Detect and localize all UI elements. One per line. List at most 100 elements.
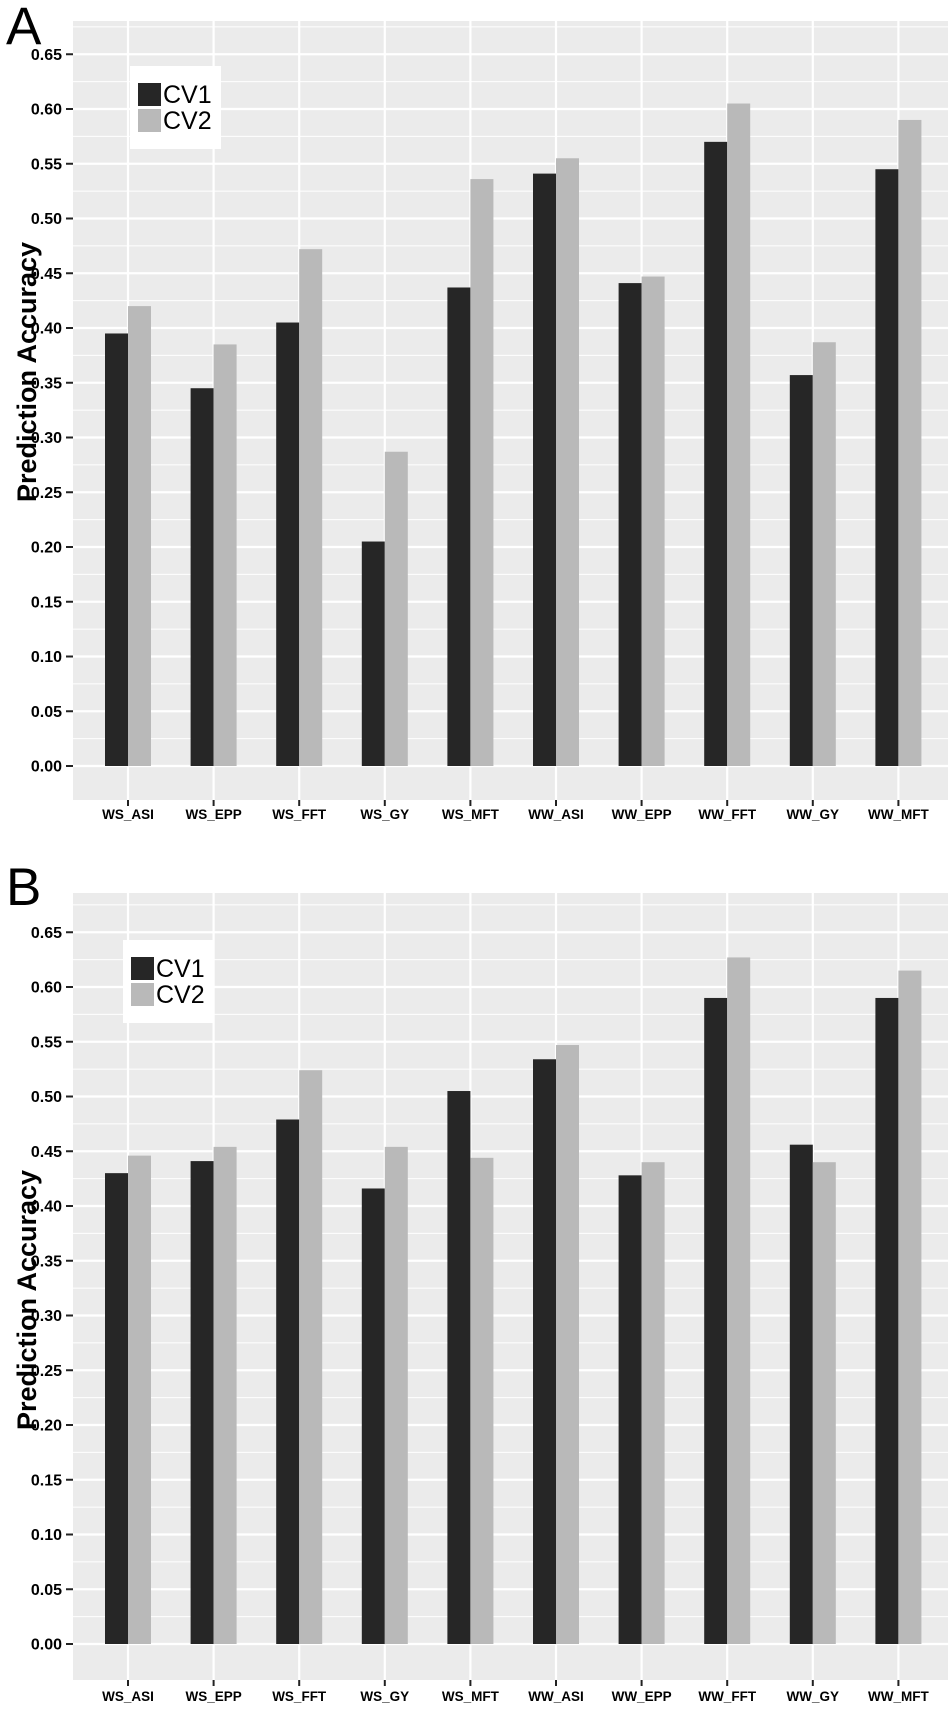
y-tick-label: 0.20 bbox=[31, 1418, 62, 1435]
legend-swatch-cv1 bbox=[138, 83, 161, 106]
panel-letter-a: A bbox=[6, 0, 42, 56]
bar-ww_gy-cv2 bbox=[812, 342, 836, 766]
bar-ww_gy-cv1 bbox=[789, 1144, 813, 1644]
x-tick-label: WW_FFT bbox=[698, 1689, 756, 1704]
y-tick-label: 0.30 bbox=[31, 430, 62, 447]
y-tick-label: 0.10 bbox=[31, 1527, 62, 1544]
bar-ws_gy-cv1 bbox=[361, 541, 385, 766]
legend-swatch-cv2 bbox=[131, 983, 154, 1006]
bar-ws_mft-cv1 bbox=[447, 287, 471, 766]
bar-ws_epp-cv1 bbox=[190, 388, 214, 766]
bar-ww_gy-cv1 bbox=[789, 375, 813, 766]
bar-ws_fft-cv1 bbox=[276, 322, 300, 766]
y-axis-title: Prediction Accuracy bbox=[12, 242, 42, 502]
bar-ww_epp-cv2 bbox=[641, 276, 665, 766]
bar-ww_fft-cv1 bbox=[704, 141, 728, 767]
bar-ws_mft-cv2 bbox=[470, 179, 494, 766]
bar-ww_epp-cv2 bbox=[641, 1162, 665, 1644]
bar-ws_epp-cv2 bbox=[213, 344, 237, 766]
y-tick-label: 0.55 bbox=[31, 1034, 62, 1051]
panel-letter-b: B bbox=[6, 858, 41, 917]
x-tick-label: WS_EPP bbox=[185, 807, 241, 822]
y-tick-label: 0.15 bbox=[31, 594, 62, 611]
y-tick-label: 0.55 bbox=[31, 156, 62, 173]
y-tick-label: 0.40 bbox=[31, 321, 62, 338]
bar-ww_asi-cv2 bbox=[556, 158, 579, 766]
bar-ws_epp-cv1 bbox=[190, 1161, 214, 1644]
bar-ww_fft-cv1 bbox=[704, 997, 728, 1644]
y-tick-label: 0.25 bbox=[31, 1363, 62, 1380]
x-tick-label: WW_GY bbox=[787, 807, 840, 822]
bar-ww_mft-cv1 bbox=[875, 997, 899, 1644]
x-tick-label: WS_MFT bbox=[442, 1689, 500, 1704]
y-tick-label: 0.10 bbox=[31, 649, 62, 666]
y-tick-label: 0.25 bbox=[31, 485, 62, 502]
x-tick-label: WS_MFT bbox=[442, 807, 500, 822]
bar-ws_asi-cv1 bbox=[105, 333, 128, 766]
legend-label-cv2: CV2 bbox=[156, 981, 205, 1009]
x-tick-label: WW_MFT bbox=[868, 1689, 929, 1704]
y-tick-label: 0.00 bbox=[31, 1637, 62, 1654]
x-tick-label: WW_EPP bbox=[612, 1689, 672, 1704]
bar-ww_gy-cv2 bbox=[812, 1162, 836, 1644]
bar-ww_asi-cv1 bbox=[533, 1059, 556, 1644]
bar-ws_asi-cv2 bbox=[128, 306, 151, 766]
y-tick-label: 0.65 bbox=[31, 47, 62, 64]
x-tick-label: WW_EPP bbox=[612, 807, 672, 822]
x-tick-label: WW_ASI bbox=[528, 1689, 584, 1704]
x-tick-label: WW_MFT bbox=[868, 807, 929, 822]
y-tick-label: 0.60 bbox=[31, 102, 62, 119]
bar-ww_mft-cv2 bbox=[898, 119, 922, 766]
y-tick-label: 0.50 bbox=[31, 211, 62, 228]
y-tick-label: 0.05 bbox=[31, 1582, 62, 1599]
bar-ww_mft-cv1 bbox=[875, 169, 899, 767]
y-tick-label: 0.45 bbox=[31, 1144, 62, 1161]
bar-ws_gy-cv2 bbox=[384, 451, 408, 766]
y-tick-label: 0.35 bbox=[31, 1253, 62, 1270]
legend-swatch-cv2 bbox=[138, 109, 161, 132]
bar-ww_fft-cv2 bbox=[727, 957, 751, 1644]
x-tick-label: WS_ASI bbox=[102, 807, 154, 822]
x-tick-label: WS_GY bbox=[360, 1689, 409, 1704]
x-tick-label: WS_FFT bbox=[272, 1689, 327, 1704]
bar-ws_gy-cv1 bbox=[361, 1188, 385, 1644]
x-tick-label: WS_GY bbox=[360, 807, 409, 822]
bar-ws_fft-cv2 bbox=[299, 1070, 323, 1644]
bar-ws_fft-cv1 bbox=[276, 1119, 300, 1644]
bar-ws_mft-cv1 bbox=[447, 1091, 471, 1644]
y-tick-label: 0.50 bbox=[31, 1089, 62, 1106]
legend-label-cv1: CV1 bbox=[163, 81, 212, 109]
legend-swatch-cv1 bbox=[131, 957, 154, 980]
x-tick-label: WS_FFT bbox=[272, 807, 327, 822]
bar-ww_asi-cv1 bbox=[533, 173, 556, 767]
y-tick-label: 0.40 bbox=[31, 1199, 62, 1216]
x-tick-label: WW_ASI bbox=[528, 807, 584, 822]
bar-ww_fft-cv2 bbox=[727, 103, 751, 766]
y-axis-title: Prediction Accuracy bbox=[12, 1170, 42, 1430]
x-tick-label: WS_EPP bbox=[185, 1689, 241, 1704]
x-tick-label: WS_ASI bbox=[102, 1689, 154, 1704]
y-tick-label: 0.35 bbox=[31, 375, 62, 392]
legend-box bbox=[123, 940, 214, 1023]
bar-ws_asi-cv2 bbox=[128, 1155, 151, 1644]
bar-ws_epp-cv2 bbox=[213, 1146, 237, 1644]
x-tick-label: WW_FFT bbox=[698, 807, 756, 822]
x-tick-label: WW_GY bbox=[787, 1689, 840, 1704]
bar-ww_mft-cv2 bbox=[898, 970, 922, 1644]
bar-ww_epp-cv1 bbox=[618, 1175, 642, 1644]
panel-b: 0.00 0.05 0.10 0.15 0.20 0.25 0.30 0.35 0.40 0.45… bbox=[6, 858, 948, 1704]
legend-box bbox=[130, 66, 221, 149]
bar-ws_asi-cv1 bbox=[105, 1173, 128, 1644]
legend-label-cv1: CV1 bbox=[156, 955, 205, 983]
bar-ws_gy-cv2 bbox=[384, 1146, 408, 1644]
y-tick-label: 0.05 bbox=[31, 704, 62, 721]
bar-ww_asi-cv2 bbox=[556, 1045, 579, 1644]
y-tick-label: 0.30 bbox=[31, 1308, 62, 1325]
y-tick-label: 0.00 bbox=[31, 759, 62, 776]
y-tick-label: 0.65 bbox=[31, 925, 62, 942]
y-tick-label: 0.60 bbox=[31, 980, 62, 997]
bar-ws_fft-cv2 bbox=[299, 249, 323, 766]
legend-label-cv2: CV2 bbox=[163, 107, 212, 135]
